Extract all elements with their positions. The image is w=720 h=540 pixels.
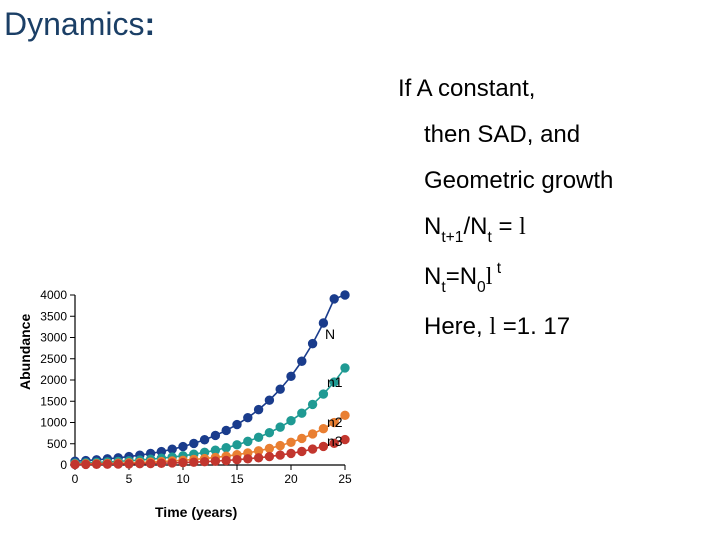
y-axis-label: Abundance [17, 314, 33, 390]
series-label-n2: n2 [327, 414, 343, 430]
title-colon: : [144, 6, 155, 42]
slide-title: Dynamics: [4, 6, 155, 43]
eq1-equals: = [492, 213, 519, 240]
series-label-n3: n3 [327, 433, 343, 449]
equation-ratio: Nt+1/Nt = l [424, 212, 718, 245]
svg-text:10: 10 [176, 472, 190, 486]
svg-text:1500: 1500 [40, 394, 67, 408]
eq2-sup-t: t [492, 260, 501, 277]
svg-text:4000: 4000 [40, 290, 67, 302]
chart-svg: 0 5 10 15 20 25 0 500 1000 1500 2000 2500 3000 3500 40… [25, 290, 385, 505]
line-if-A-constant: If A constant, [398, 74, 718, 104]
title-word: Dynamics [4, 6, 144, 42]
eq1-N: N [424, 213, 441, 240]
eq1-sub-t: t [487, 229, 491, 246]
line-geometric-growth: Geometric growth [424, 166, 718, 196]
svg-text:500: 500 [47, 437, 67, 451]
eq1-lambda: l [519, 214, 526, 240]
eq2-N: N [424, 263, 441, 290]
eq1-over-N: /N [463, 213, 487, 240]
svg-text:3000: 3000 [40, 331, 67, 345]
svg-text:0: 0 [60, 458, 67, 472]
svg-text:20: 20 [284, 472, 298, 486]
line-then-SAD: then SAD, and [424, 120, 718, 150]
here-prefix: Here, [424, 313, 489, 340]
equation-nt: Nt=N0l t [424, 261, 718, 295]
eq2-eqN: =N [446, 263, 477, 290]
here-value: =1. 17 [496, 313, 570, 340]
series-label-n1: n1 [327, 374, 343, 390]
svg-text:5: 5 [126, 472, 133, 486]
eq2-sub-0: 0 [477, 279, 486, 296]
eq2-sub-t: t [441, 279, 445, 296]
text-column: If A constant, then SAD, and Geometric g… [398, 74, 718, 358]
abundance-chart: Abundance 051015202505001000150020002500… [25, 290, 385, 520]
svg-text:3500: 3500 [40, 309, 67, 323]
svg-text:15: 15 [230, 472, 244, 486]
line-here-lambda: Here, l =1. 17 [424, 312, 718, 342]
svg-text:1000: 1000 [40, 416, 67, 430]
series-label-N: N [325, 326, 335, 342]
svg-text:0: 0 [72, 472, 79, 486]
eq1-sub-tplus1: t+1 [441, 229, 463, 246]
svg-text:2500: 2500 [40, 352, 67, 366]
x-axis-label: Time (years) [155, 504, 237, 520]
svg-text:2000: 2000 [40, 373, 67, 387]
svg-text:25: 25 [338, 472, 352, 486]
